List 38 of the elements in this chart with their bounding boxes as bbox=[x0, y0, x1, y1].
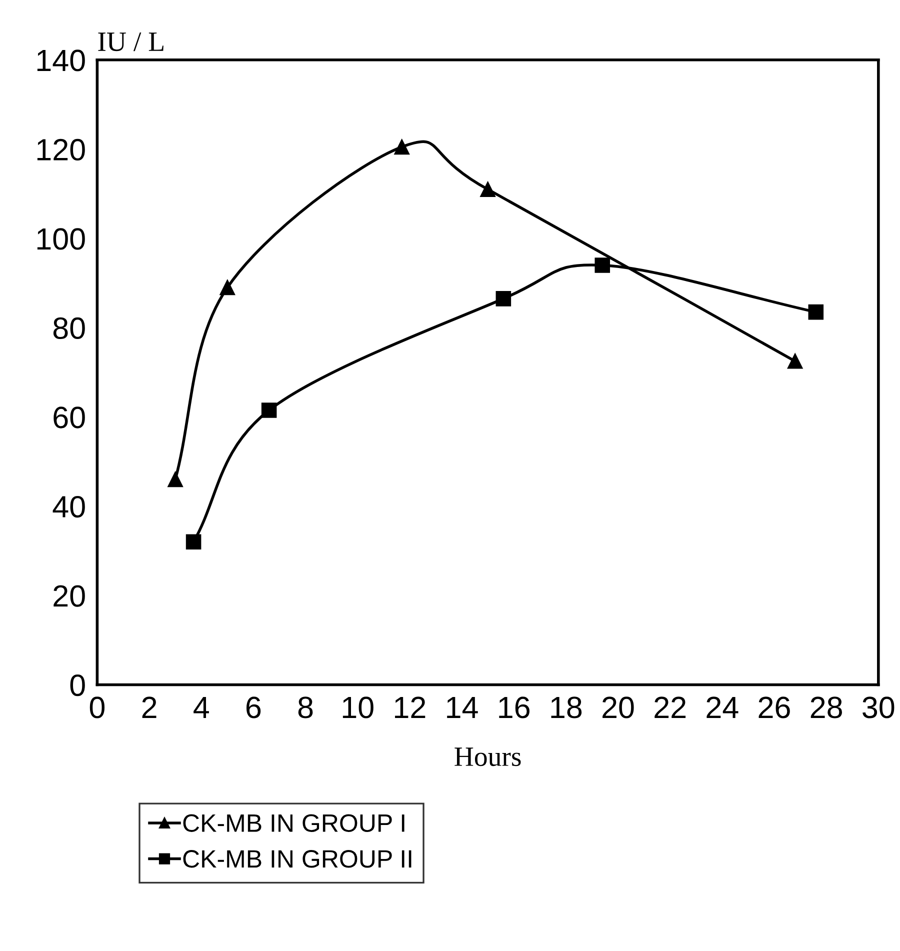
y-tick-label: 0 bbox=[70, 674, 85, 696]
x-tick-label: 28 bbox=[810, 696, 842, 718]
y-tick-label: 20 bbox=[54, 585, 85, 607]
y-axis-title: IU / L bbox=[98, 32, 164, 52]
y-tick-label: 140 bbox=[37, 50, 85, 72]
x-tick-label: 0 bbox=[90, 696, 104, 718]
point bbox=[496, 291, 512, 306]
legend-label: CK-MB IN GROUP II bbox=[183, 850, 412, 868]
x-tick-label: 14 bbox=[447, 696, 478, 718]
point bbox=[594, 258, 610, 273]
point bbox=[220, 280, 236, 296]
point bbox=[394, 139, 410, 155]
point bbox=[168, 472, 183, 488]
x-tick-label: 12 bbox=[395, 696, 426, 718]
y-tick-label: 80 bbox=[53, 317, 85, 340]
x-axis-title: Hours bbox=[454, 748, 521, 766]
x-tick-label: 24 bbox=[706, 696, 738, 718]
legend-label: CK-MB IN GROUP I bbox=[183, 814, 404, 832]
y-tick-label: 120 bbox=[37, 138, 85, 161]
x-tick-label: 16 bbox=[499, 696, 530, 718]
point bbox=[186, 534, 202, 550]
x-tick-label: 22 bbox=[654, 696, 686, 718]
y-tick-label: 60 bbox=[54, 406, 85, 428]
x-tick-label: 10 bbox=[342, 696, 374, 718]
y-tick-label: 100 bbox=[37, 228, 85, 250]
x-tick-label: 26 bbox=[758, 696, 790, 718]
x-tick-label: 2 bbox=[142, 696, 156, 718]
x-tick-label: 20 bbox=[602, 696, 634, 718]
x-tick-label: 30 bbox=[862, 696, 894, 718]
point bbox=[261, 402, 277, 418]
point bbox=[787, 354, 803, 369]
x-tick-label: 8 bbox=[298, 696, 313, 718]
x-tick-label: 6 bbox=[246, 696, 261, 718]
x-tick-label: 4 bbox=[194, 696, 209, 718]
point bbox=[808, 304, 824, 320]
y-tick-label: 40 bbox=[52, 496, 85, 518]
point bbox=[480, 182, 496, 197]
x-tick-label: 18 bbox=[551, 696, 582, 718]
